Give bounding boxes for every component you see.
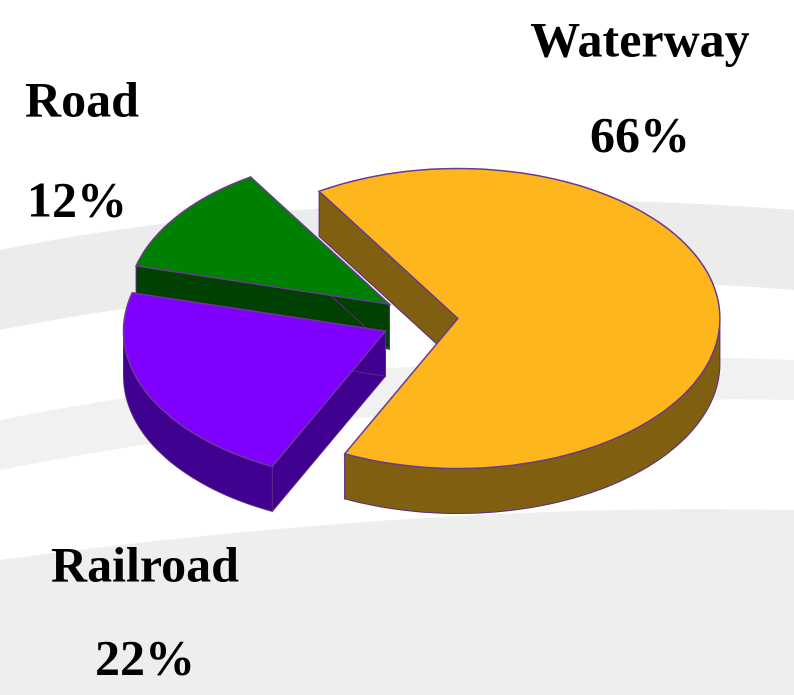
slice xyxy=(122,291,387,513)
value-label: 66% xyxy=(590,106,690,162)
category-label: Road xyxy=(25,71,139,127)
value-label: 22% xyxy=(95,629,195,685)
category-label: Railroad xyxy=(51,536,239,592)
band xyxy=(0,509,794,695)
slice-top xyxy=(317,167,721,470)
value-label: 12% xyxy=(27,171,127,227)
slice-top xyxy=(122,291,387,468)
slice-top xyxy=(134,176,392,306)
category-label: Waterway xyxy=(530,11,749,67)
slice xyxy=(317,167,721,514)
